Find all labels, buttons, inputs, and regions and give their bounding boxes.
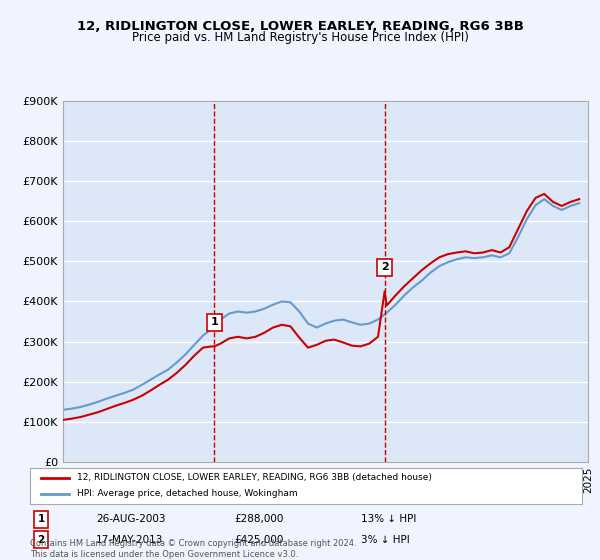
Text: 2: 2 [37,535,44,544]
Text: 12, RIDLINGTON CLOSE, LOWER EARLEY, READING, RG6 3BB: 12, RIDLINGTON CLOSE, LOWER EARLEY, READ… [77,20,523,32]
Text: Price paid vs. HM Land Registry's House Price Index (HPI): Price paid vs. HM Land Registry's House … [131,31,469,44]
Text: Contains HM Land Registry data © Crown copyright and database right 2024.
This d: Contains HM Land Registry data © Crown c… [30,539,356,559]
Text: 17-MAY-2013: 17-MAY-2013 [96,535,164,544]
Text: 3% ↓ HPI: 3% ↓ HPI [361,535,410,544]
Text: 1: 1 [37,515,44,524]
Text: £288,000: £288,000 [234,515,284,524]
Text: 12, RIDLINGTON CLOSE, LOWER EARLEY, READING, RG6 3BB (detached house): 12, RIDLINGTON CLOSE, LOWER EARLEY, READ… [77,473,432,482]
Text: 13% ↓ HPI: 13% ↓ HPI [361,515,416,524]
Text: 26-AUG-2003: 26-AUG-2003 [96,515,166,524]
Text: 2: 2 [381,262,389,272]
Text: HPI: Average price, detached house, Wokingham: HPI: Average price, detached house, Woki… [77,489,298,498]
Text: 1: 1 [211,318,218,328]
Text: £425,000: £425,000 [234,535,284,544]
